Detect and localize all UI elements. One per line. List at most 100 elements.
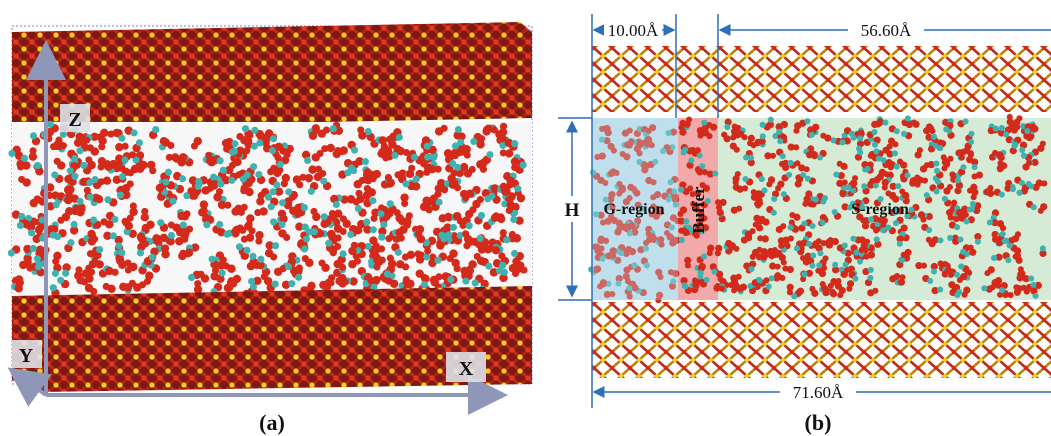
molecule-atom	[29, 244, 37, 253]
oxygen-atom	[281, 280, 291, 289]
oxygen-atom	[975, 171, 984, 179]
oxygen-atom	[719, 198, 727, 207]
molecule-atom	[933, 188, 940, 195]
molecule-atom	[816, 262, 823, 269]
molecule-atom	[836, 160, 843, 167]
molecule-atom	[1014, 124, 1021, 131]
oxygen-atom	[995, 253, 1003, 261]
molecule-atom	[1007, 292, 1014, 299]
molecule-atom	[476, 234, 484, 242]
oxygen-atom	[74, 271, 83, 280]
oxygen-atom	[140, 213, 150, 222]
molecule-atom	[925, 236, 932, 243]
molecule-atom	[830, 137, 837, 144]
molecule-atom	[960, 248, 967, 255]
molecule-atom	[886, 143, 893, 150]
molecule-atom	[779, 274, 786, 282]
oxygen-atom	[786, 283, 794, 291]
molecule-atom	[102, 282, 110, 291]
molecule-atom	[514, 185, 522, 193]
molecule-atom	[869, 177, 876, 185]
oxygen-atom	[274, 187, 284, 196]
oxygen-atom	[261, 137, 270, 147]
molecule-atom	[678, 124, 685, 131]
molecule-atom	[350, 241, 358, 249]
molecule-atom	[260, 273, 268, 281]
molecule-atom	[465, 265, 474, 274]
molecule-atom	[248, 277, 256, 285]
molecule-atom	[642, 239, 650, 246]
oxygen-atom	[696, 126, 704, 135]
molecule-atom	[80, 161, 88, 170]
molecule-atom	[278, 221, 286, 229]
molecule-atom	[70, 220, 78, 229]
molecule-atom	[768, 275, 775, 282]
molecule-atom	[211, 266, 220, 275]
oxygen-atom	[451, 258, 460, 268]
molecule-atom	[895, 183, 902, 190]
oxygen-atom	[338, 279, 347, 288]
molecule-atom	[499, 122, 508, 130]
molecule-atom	[96, 246, 104, 254]
molecule-atom	[896, 240, 903, 247]
oxygen-atom	[32, 234, 41, 244]
molecule-atom	[301, 223, 309, 231]
molecule-atom	[1014, 231, 1022, 238]
molecule-atom	[1003, 131, 1010, 138]
oxygen-atom	[326, 143, 335, 153]
molecule-atom	[663, 229, 671, 237]
h-label-bg	[560, 196, 584, 222]
molecule-atom	[20, 154, 28, 162]
molecule-atom	[237, 208, 245, 216]
molecule-atom	[457, 138, 465, 146]
oxygen-atom	[308, 165, 317, 174]
molecule-atom	[920, 216, 927, 223]
molecule-atom	[357, 126, 365, 134]
molecule-atom	[361, 158, 369, 166]
molecule-atom	[896, 158, 904, 165]
molecule-atom	[274, 153, 282, 161]
oxygen-atom	[749, 260, 757, 268]
molecule-atom	[219, 166, 227, 174]
molecule-atom	[347, 164, 356, 172]
molecule-atom	[850, 235, 857, 242]
molecule-atom	[742, 175, 749, 183]
oxygen-atom	[807, 126, 815, 134]
molecule-atom	[190, 142, 199, 150]
oxygen-atom	[457, 132, 466, 141]
caption-b: (b)	[805, 410, 832, 435]
oxygen-atom	[115, 142, 124, 152]
molecule-atom	[610, 147, 617, 154]
oxygen-atom	[416, 251, 426, 260]
h-label: H	[565, 200, 580, 221]
oxygen-atom	[206, 156, 215, 166]
molecule-atom	[271, 280, 279, 288]
oxygen-atom	[490, 184, 500, 193]
oxygen-atom	[697, 264, 705, 272]
molecule-atom	[741, 185, 749, 192]
molecule-atom	[871, 141, 879, 148]
molecule-atom	[167, 231, 175, 240]
dim-left-label: 10.00Å	[608, 21, 659, 40]
oxygen-atom	[97, 156, 107, 166]
molecule-atom	[97, 163, 105, 171]
molecule-atom	[958, 154, 965, 161]
molecule-atom	[465, 222, 473, 230]
molecule-atom	[904, 213, 911, 220]
oxygen-atom	[265, 241, 274, 250]
molecule-atom	[788, 219, 795, 226]
molecule-atom	[736, 205, 743, 212]
molecule-atom	[500, 268, 508, 276]
molecule-atom	[394, 171, 402, 179]
molecule-atom	[638, 205, 645, 212]
molecule-atom	[846, 285, 853, 292]
oxygen-atom	[349, 277, 358, 286]
top-silica-slab-b	[592, 46, 1051, 112]
oxygen-atom	[916, 176, 924, 184]
oxygen-atom	[355, 157, 364, 166]
molecule-atom	[243, 171, 251, 179]
molecule-atom	[499, 229, 507, 237]
oxygen-atom	[701, 123, 710, 132]
molecule-atom	[194, 182, 202, 190]
molecule-atom	[218, 269, 226, 277]
